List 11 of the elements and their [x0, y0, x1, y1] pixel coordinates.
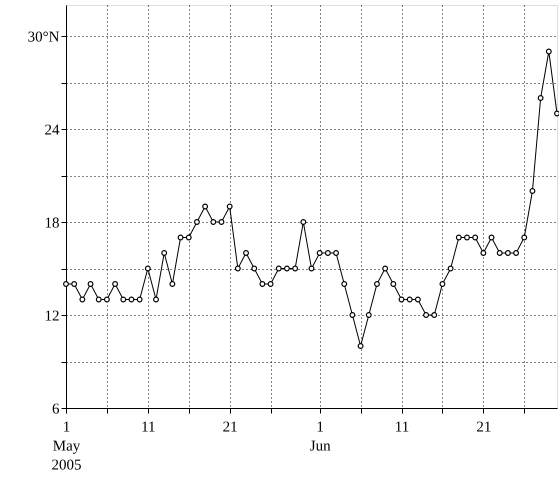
y-tick-label: 18 — [44, 216, 60, 232]
x-tick-label: 1 May 2005 — [52, 420, 82, 474]
x-tick-label: 11 — [394, 420, 410, 436]
x-tick-label: 21 — [476, 420, 492, 436]
x-tick-label: 1 Jun — [310, 420, 332, 454]
y-tick-label: 6 — [52, 402, 60, 418]
x-tick-label: 11 — [141, 420, 156, 436]
y-tick-label: 30°N — [28, 30, 60, 46]
y-tick-label: 24 — [44, 122, 60, 138]
y-tick-label: 12 — [44, 308, 60, 324]
x-tick-label: 21 — [222, 420, 238, 436]
